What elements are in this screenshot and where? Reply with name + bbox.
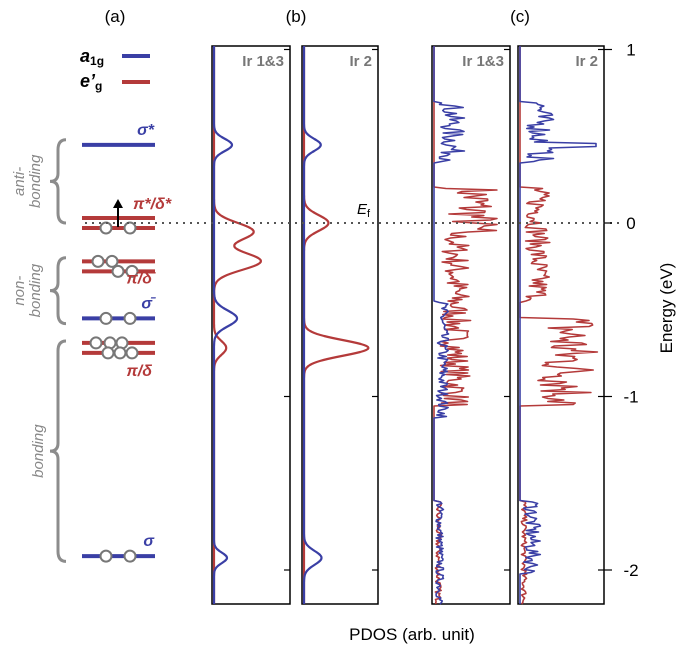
x-axis-label: PDOS (arb. unit) bbox=[349, 625, 475, 644]
electron-circle bbox=[89, 336, 103, 350]
pdos-curve-a1g bbox=[519, 46, 597, 604]
panel-frame bbox=[301, 45, 379, 605]
panel-labels: (a) (b) (c) bbox=[105, 7, 530, 26]
pdos-panels: Ir 1&3 Ir 2 Ir 1&3 Ir 2 bbox=[211, 45, 605, 605]
pdos-panel: Ir 1&3 bbox=[431, 45, 511, 605]
electron-circle bbox=[111, 264, 125, 278]
bracket-label: anti-bonding bbox=[11, 154, 44, 208]
orbital-label: σ̄ bbox=[141, 295, 156, 312]
panel-frame bbox=[517, 45, 605, 605]
legend-a1g-label: a1g bbox=[80, 46, 104, 68]
panel-frame bbox=[431, 45, 511, 605]
y-tick-label: -2 bbox=[623, 561, 638, 580]
orbital-level: σ* bbox=[82, 122, 155, 147]
electron-circle bbox=[99, 311, 113, 325]
panel-label-c: (c) bbox=[510, 7, 530, 26]
bracket-shape bbox=[49, 339, 67, 563]
y-tick-label: -1 bbox=[623, 388, 638, 407]
bracket-label: bonding bbox=[30, 424, 47, 478]
orbital-label: σ* bbox=[137, 122, 155, 139]
panel-title: Ir 2 bbox=[349, 53, 372, 70]
electron-circle bbox=[91, 254, 105, 268]
legend-eg-label: e’g bbox=[80, 71, 102, 93]
orbital-brackets: anti-bonding non-bonding bonding bbox=[11, 138, 67, 563]
pdos-curve-a1g bbox=[212, 45, 239, 605]
electron-circle bbox=[101, 346, 115, 360]
pdos-curve-a1g bbox=[433, 46, 466, 605]
electron-circle bbox=[125, 264, 139, 278]
y-tick-label: 1 bbox=[626, 41, 635, 60]
orbital-level: π*/δ* bbox=[82, 196, 172, 235]
pdos-panel: Ir 2 bbox=[301, 45, 379, 605]
y-axis-label: Energy (eV) bbox=[657, 263, 676, 354]
orbital-level: π̄/δ̄ bbox=[82, 254, 156, 287]
bracket-shape bbox=[49, 256, 67, 326]
electron-circle bbox=[113, 346, 127, 360]
orbital-bracket: bonding bbox=[30, 339, 67, 563]
panel-frame bbox=[211, 45, 291, 605]
electron-circle bbox=[99, 549, 113, 563]
energy-axis: 1 0 -1 -2 bbox=[604, 41, 639, 580]
electron-circle bbox=[123, 311, 137, 325]
y-tick-label: 0 bbox=[626, 214, 635, 233]
orbital-level: σ̄ bbox=[82, 295, 156, 325]
orbital-bracket: non-bonding bbox=[11, 256, 67, 326]
electron-circle bbox=[105, 254, 119, 268]
energy-level-diagram: σ* π*/δ* π̄/δ̄ σ̄ π/δ σ bbox=[82, 122, 172, 563]
orbital-level: σ bbox=[82, 533, 155, 563]
orbital-label: π̄/δ̄ bbox=[126, 270, 156, 287]
pdos-panel: Ir 1&3 bbox=[211, 45, 291, 605]
panel-title: Ir 2 bbox=[575, 53, 598, 70]
panel-title: Ir 1&3 bbox=[462, 53, 504, 70]
pdos-curve-eg bbox=[212, 45, 262, 605]
spin-arrow-icon bbox=[113, 199, 123, 208]
orbital-label: σ bbox=[143, 533, 155, 550]
pdos-panel: Ir 2 bbox=[517, 45, 605, 605]
electron-circle bbox=[125, 346, 139, 360]
orbital-label: π*/δ* bbox=[133, 196, 172, 213]
legend: a1g e’g bbox=[80, 46, 150, 93]
fermi-level-label: Ef bbox=[357, 201, 371, 220]
electron-circle bbox=[99, 221, 113, 235]
panel-title: Ir 1&3 bbox=[242, 53, 284, 70]
electron-circle bbox=[123, 549, 137, 563]
pdos-curve-a1g bbox=[302, 45, 323, 605]
bracket-label: non-bonding bbox=[11, 263, 44, 317]
pdos-curve-eg bbox=[433, 46, 498, 605]
orbital-level: π/δ bbox=[82, 336, 155, 380]
orbital-label: π/δ bbox=[126, 363, 152, 380]
bracket-shape bbox=[49, 138, 67, 225]
electron-circle bbox=[123, 221, 137, 235]
panel-label-a: (a) bbox=[105, 7, 126, 26]
pdos-curve-eg bbox=[302, 45, 370, 605]
pdos-curve-eg bbox=[519, 46, 599, 605]
panel-label-b: (b) bbox=[286, 7, 307, 26]
orbital-bracket: anti-bonding bbox=[11, 138, 67, 225]
